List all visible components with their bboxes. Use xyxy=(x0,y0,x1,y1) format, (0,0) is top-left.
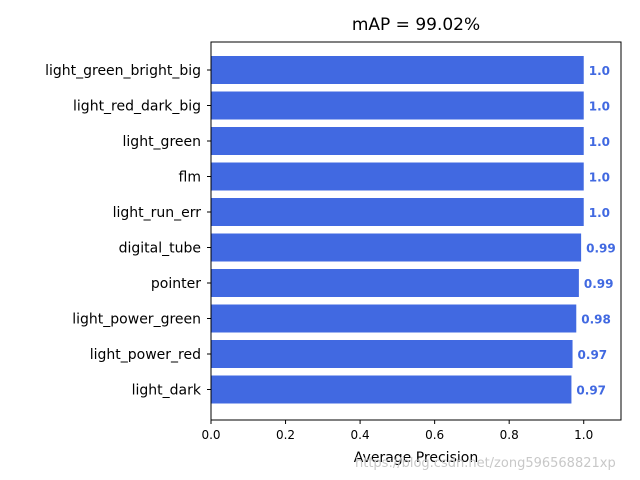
value-label: 0.97 xyxy=(576,384,606,398)
category-label: light_power_green xyxy=(72,312,201,328)
bar-pointer xyxy=(211,269,579,297)
category-label: digital_tube xyxy=(119,241,201,257)
bar-light_red_dark_big xyxy=(211,91,584,120)
value-label: 1.0 xyxy=(589,135,610,149)
plot-frame xyxy=(210,41,622,421)
value-label: 0.98 xyxy=(581,313,611,327)
value-label: 1.0 xyxy=(589,171,610,185)
bar-light_power_red xyxy=(211,340,573,368)
bar-flm xyxy=(211,162,584,191)
category-label: light_dark xyxy=(132,383,202,399)
x-axis-ticks: 0.0 0.2 0.4 0.6 0.8 1.0 xyxy=(201,420,593,442)
category-label: flm xyxy=(179,170,201,186)
value-label: 1.0 xyxy=(589,64,610,78)
value-label: 1.0 xyxy=(589,100,610,114)
x-tick-label: 0.2 xyxy=(276,428,295,442)
bar-light_dark xyxy=(211,375,572,404)
chart-title: mAP = 99.02% xyxy=(352,15,480,35)
x-tick-label: 0.0 xyxy=(201,428,220,442)
x-tick-label: 1.0 xyxy=(574,428,593,442)
category-label: pointer xyxy=(151,276,201,292)
value-label: 0.97 xyxy=(578,348,608,362)
value-label: 1.0 xyxy=(589,206,610,220)
value-label: 0.99 xyxy=(584,277,614,291)
x-tick-label: 0.4 xyxy=(351,428,370,442)
watermark: https://blog.csdn.net/zong596568821xp xyxy=(355,456,616,471)
category-label: light_power_red xyxy=(90,347,201,363)
bar-light_green xyxy=(211,127,584,155)
bar-digital_tube xyxy=(211,233,582,262)
x-tick-label: 0.8 xyxy=(500,428,519,442)
category-label: light_red_dark_big xyxy=(73,99,201,115)
bar-light_green_bright_big xyxy=(211,56,584,84)
category-label: light_green_bright_big xyxy=(45,63,201,79)
x-tick-label: 0.6 xyxy=(425,428,444,442)
bar-light_run_err xyxy=(211,198,584,226)
category-label: light_run_err xyxy=(113,205,202,221)
value-labels: 1.0 1.0 1.0 1.0 1.0 0.99 0.99 0.98 0.97 0.97 xyxy=(576,64,615,398)
x-axis-label: Average Precision xyxy=(354,450,478,466)
bar-light_power_green xyxy=(211,304,577,333)
value-label: 0.99 xyxy=(586,242,616,256)
category-label: light_green xyxy=(123,134,201,150)
bars-group xyxy=(211,56,584,404)
category-labels: light_green_bright_big light_red_dark_big… xyxy=(45,63,211,399)
